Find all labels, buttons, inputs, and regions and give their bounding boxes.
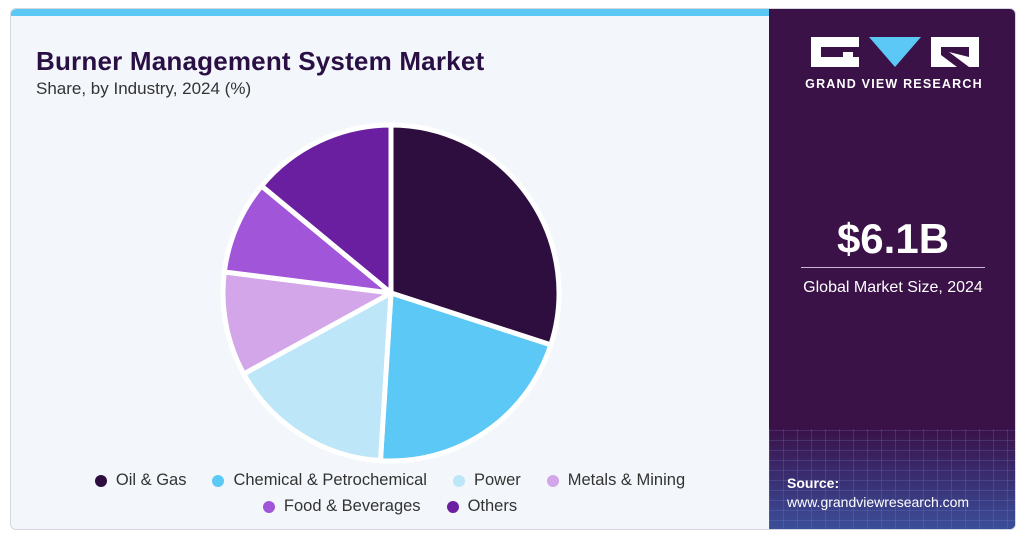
legend-label: Others [467, 497, 518, 515]
pie-slice-chemical-petrochemical [377, 290, 554, 464]
legend-label: Food & Beverages [283, 497, 421, 515]
legend-label: Oil & Gas [115, 471, 187, 489]
legend-swatch [452, 474, 465, 487]
legend-swatch [446, 500, 459, 513]
legend-item-power: Power [452, 471, 521, 490]
divider [801, 267, 985, 268]
legend-swatch [546, 474, 559, 487]
legend-label: Metals & Mining [567, 471, 686, 489]
source-label: Source: [787, 475, 840, 491]
legend-row-1: Oil & Gas Chemical & Petrochemical Power… [11, 471, 769, 490]
legend-row-2: Food & Beverages Others [11, 497, 769, 516]
infographic-card: Burner Management System Market Share, b… [10, 8, 1016, 530]
brand-name: GRAND VIEW RESEARCH [805, 77, 983, 91]
legend-label: Power [473, 471, 521, 489]
logo-mark-icon [811, 37, 979, 67]
legend-swatch [94, 474, 107, 487]
grid-decoration [769, 429, 1015, 529]
legend-item-others: Others [446, 497, 518, 516]
legend-item-food-beverages: Food & Beverages [262, 497, 421, 516]
chart-subtitle: Share, by Industry, 2024 (%) [36, 79, 252, 98]
legend-item-oil-gas: Oil & Gas [94, 471, 187, 490]
accent-bar [11, 9, 769, 16]
pie-slice-metals-mining [220, 269, 394, 377]
chart-panel: Burner Management System Market Share, b… [11, 16, 769, 529]
source-link[interactable]: www.grandviewresearch.com [787, 494, 970, 510]
market-size-value: $6.1B [836, 215, 950, 262]
summary-panel: GRAND VIEW RESEARCH $6.1B Global Market … [769, 9, 1015, 529]
market-size-label: Global Market Size, 2024 [803, 279, 983, 296]
pie-slice-others [259, 122, 394, 296]
legend-label: Chemical & Petrochemical [233, 471, 427, 489]
chart-title: Burner Management System Market [36, 46, 485, 76]
chart-legend: Oil & Gas Chemical & Petrochemical Power… [11, 471, 769, 523]
pie-slice-power [241, 290, 394, 464]
legend-swatch [212, 474, 225, 487]
brand-logo: GRAND VIEW RESEARCH [799, 35, 989, 105]
legend-item-metals-mining: Metals & Mining [546, 471, 686, 490]
legend-item-chemical-petrochemical: Chemical & Petrochemical [212, 471, 427, 490]
legend-swatch [262, 500, 275, 513]
pie-chart [220, 122, 562, 464]
pie-slice-oil-gas [388, 122, 562, 348]
